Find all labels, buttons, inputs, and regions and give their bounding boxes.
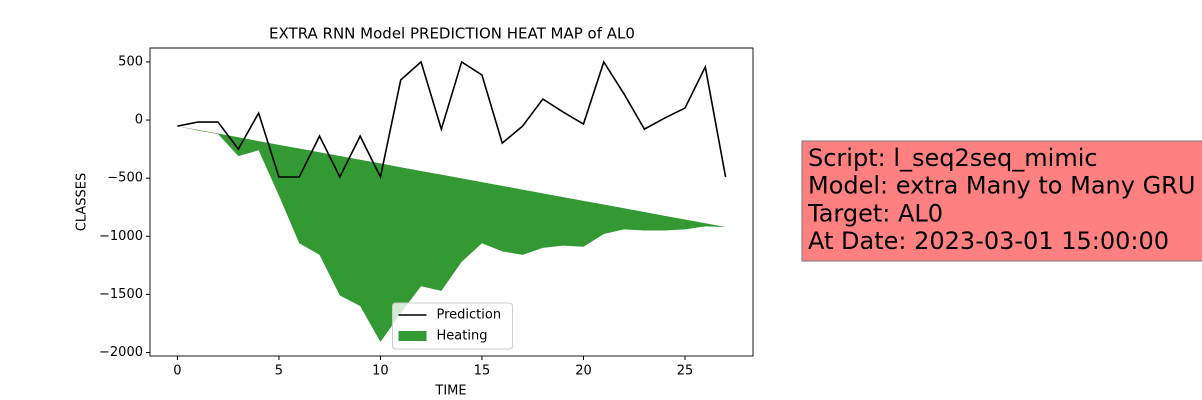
y-tick-label: −1500 xyxy=(99,287,143,302)
area xyxy=(177,126,726,343)
x-tick-label: 0 xyxy=(173,364,181,379)
y-tick-label: −1000 xyxy=(99,229,143,244)
y-tick-label: −500 xyxy=(107,171,143,186)
y-tick-label: 500 xyxy=(118,54,143,69)
chart-title: EXTRA RNN Model PREDICTION HEAT MAP of A… xyxy=(269,25,635,43)
y-axis-label: CLASSES xyxy=(75,173,90,231)
annotation-text: Target: AL0 xyxy=(807,199,943,227)
x-tick-label: 20 xyxy=(575,364,592,379)
annotation-box xyxy=(801,140,1202,262)
annotation-text: Model: extra Many to Many GRU xyxy=(808,172,1195,200)
y-tick-label: 0 xyxy=(135,113,143,128)
plot-frame xyxy=(149,47,754,357)
line xyxy=(177,60,727,180)
annotation-text: Script: l_seq2seq_mimic xyxy=(808,144,1098,172)
legend-label: Prediction xyxy=(437,308,502,323)
y-tick-label: −2000 xyxy=(99,345,143,360)
x-tick-label: 5 xyxy=(275,364,283,379)
x-tick-label: 25 xyxy=(677,364,694,379)
annotation-text: At Date: 2023-03-01 15:00:00 xyxy=(808,227,1169,255)
x-tick-label: 15 xyxy=(474,364,491,379)
legend-swatch xyxy=(398,331,427,341)
x-tick-label: 10 xyxy=(372,364,389,379)
x-axis-label: TIME xyxy=(434,384,466,399)
legend-label: Heating xyxy=(437,329,488,344)
